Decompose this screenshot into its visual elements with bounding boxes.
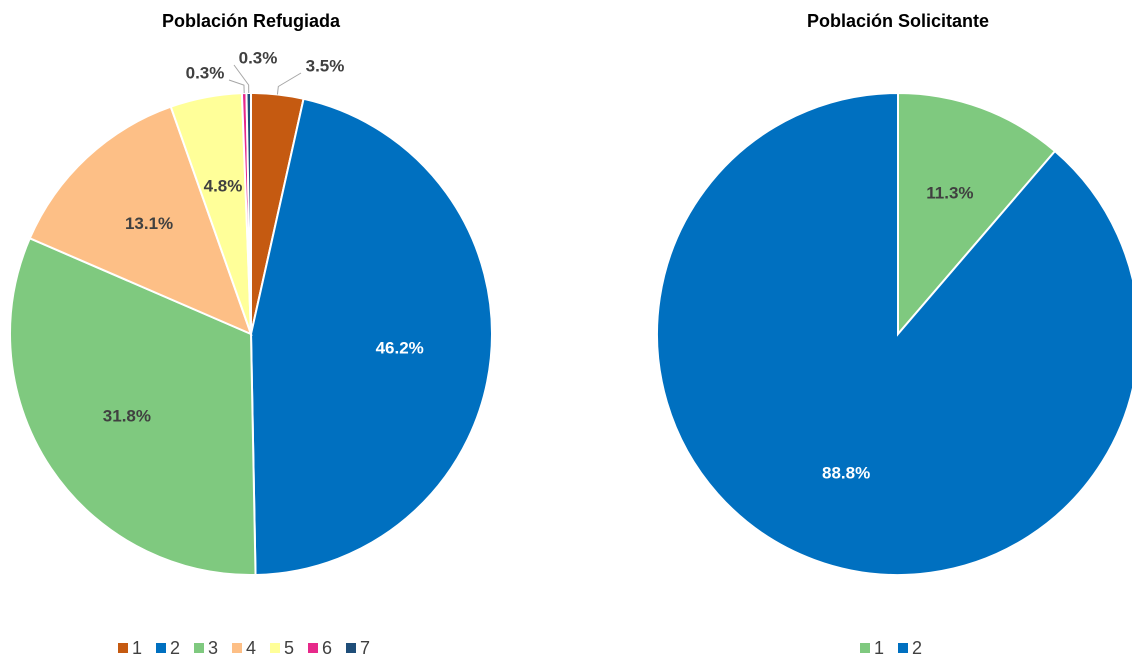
legend-label: 3 (208, 638, 218, 658)
legend-swatch (232, 643, 242, 653)
data-label: 0.3% (186, 63, 225, 82)
legend-label: 7 (360, 638, 370, 658)
chart-title: Población Solicitante (807, 11, 989, 31)
leader-line (228, 79, 245, 94)
legend-label: 2 (912, 638, 922, 658)
data-label: 11.3% (926, 183, 973, 202)
legend-label: 1 (874, 638, 884, 658)
legend-label: 1 (132, 638, 142, 658)
pie-slice (9, 236, 257, 576)
data-label: 0.3% (239, 48, 278, 67)
data-label: 46.2% (376, 338, 424, 357)
data-label: 31.8% (103, 407, 151, 426)
chart-title: Población Refugiada (162, 11, 341, 31)
legend-swatch (346, 643, 356, 653)
leader-line (276, 72, 302, 95)
legend-label: 6 (322, 638, 332, 658)
legend-swatch (194, 643, 204, 653)
legend-swatch (898, 643, 908, 653)
legend-label: 2 (170, 638, 180, 658)
data-label: 4.8% (204, 177, 243, 196)
legend-swatch (118, 643, 128, 653)
data-label: 3.5% (306, 56, 345, 75)
legend-swatch (308, 643, 318, 653)
pie-slice (656, 91, 1132, 576)
data-label: 13.1% (125, 214, 173, 233)
legend-swatch (156, 643, 166, 653)
pie-slice (28, 105, 253, 336)
legend-swatch (860, 643, 870, 653)
leader-line (233, 64, 250, 94)
legend-label: 4 (246, 638, 256, 658)
legend-swatch (270, 643, 280, 653)
pie-slice (897, 91, 1057, 337)
data-label: 88.8% (822, 464, 870, 483)
pie-slice (249, 97, 493, 576)
legend-label: 5 (284, 638, 294, 658)
